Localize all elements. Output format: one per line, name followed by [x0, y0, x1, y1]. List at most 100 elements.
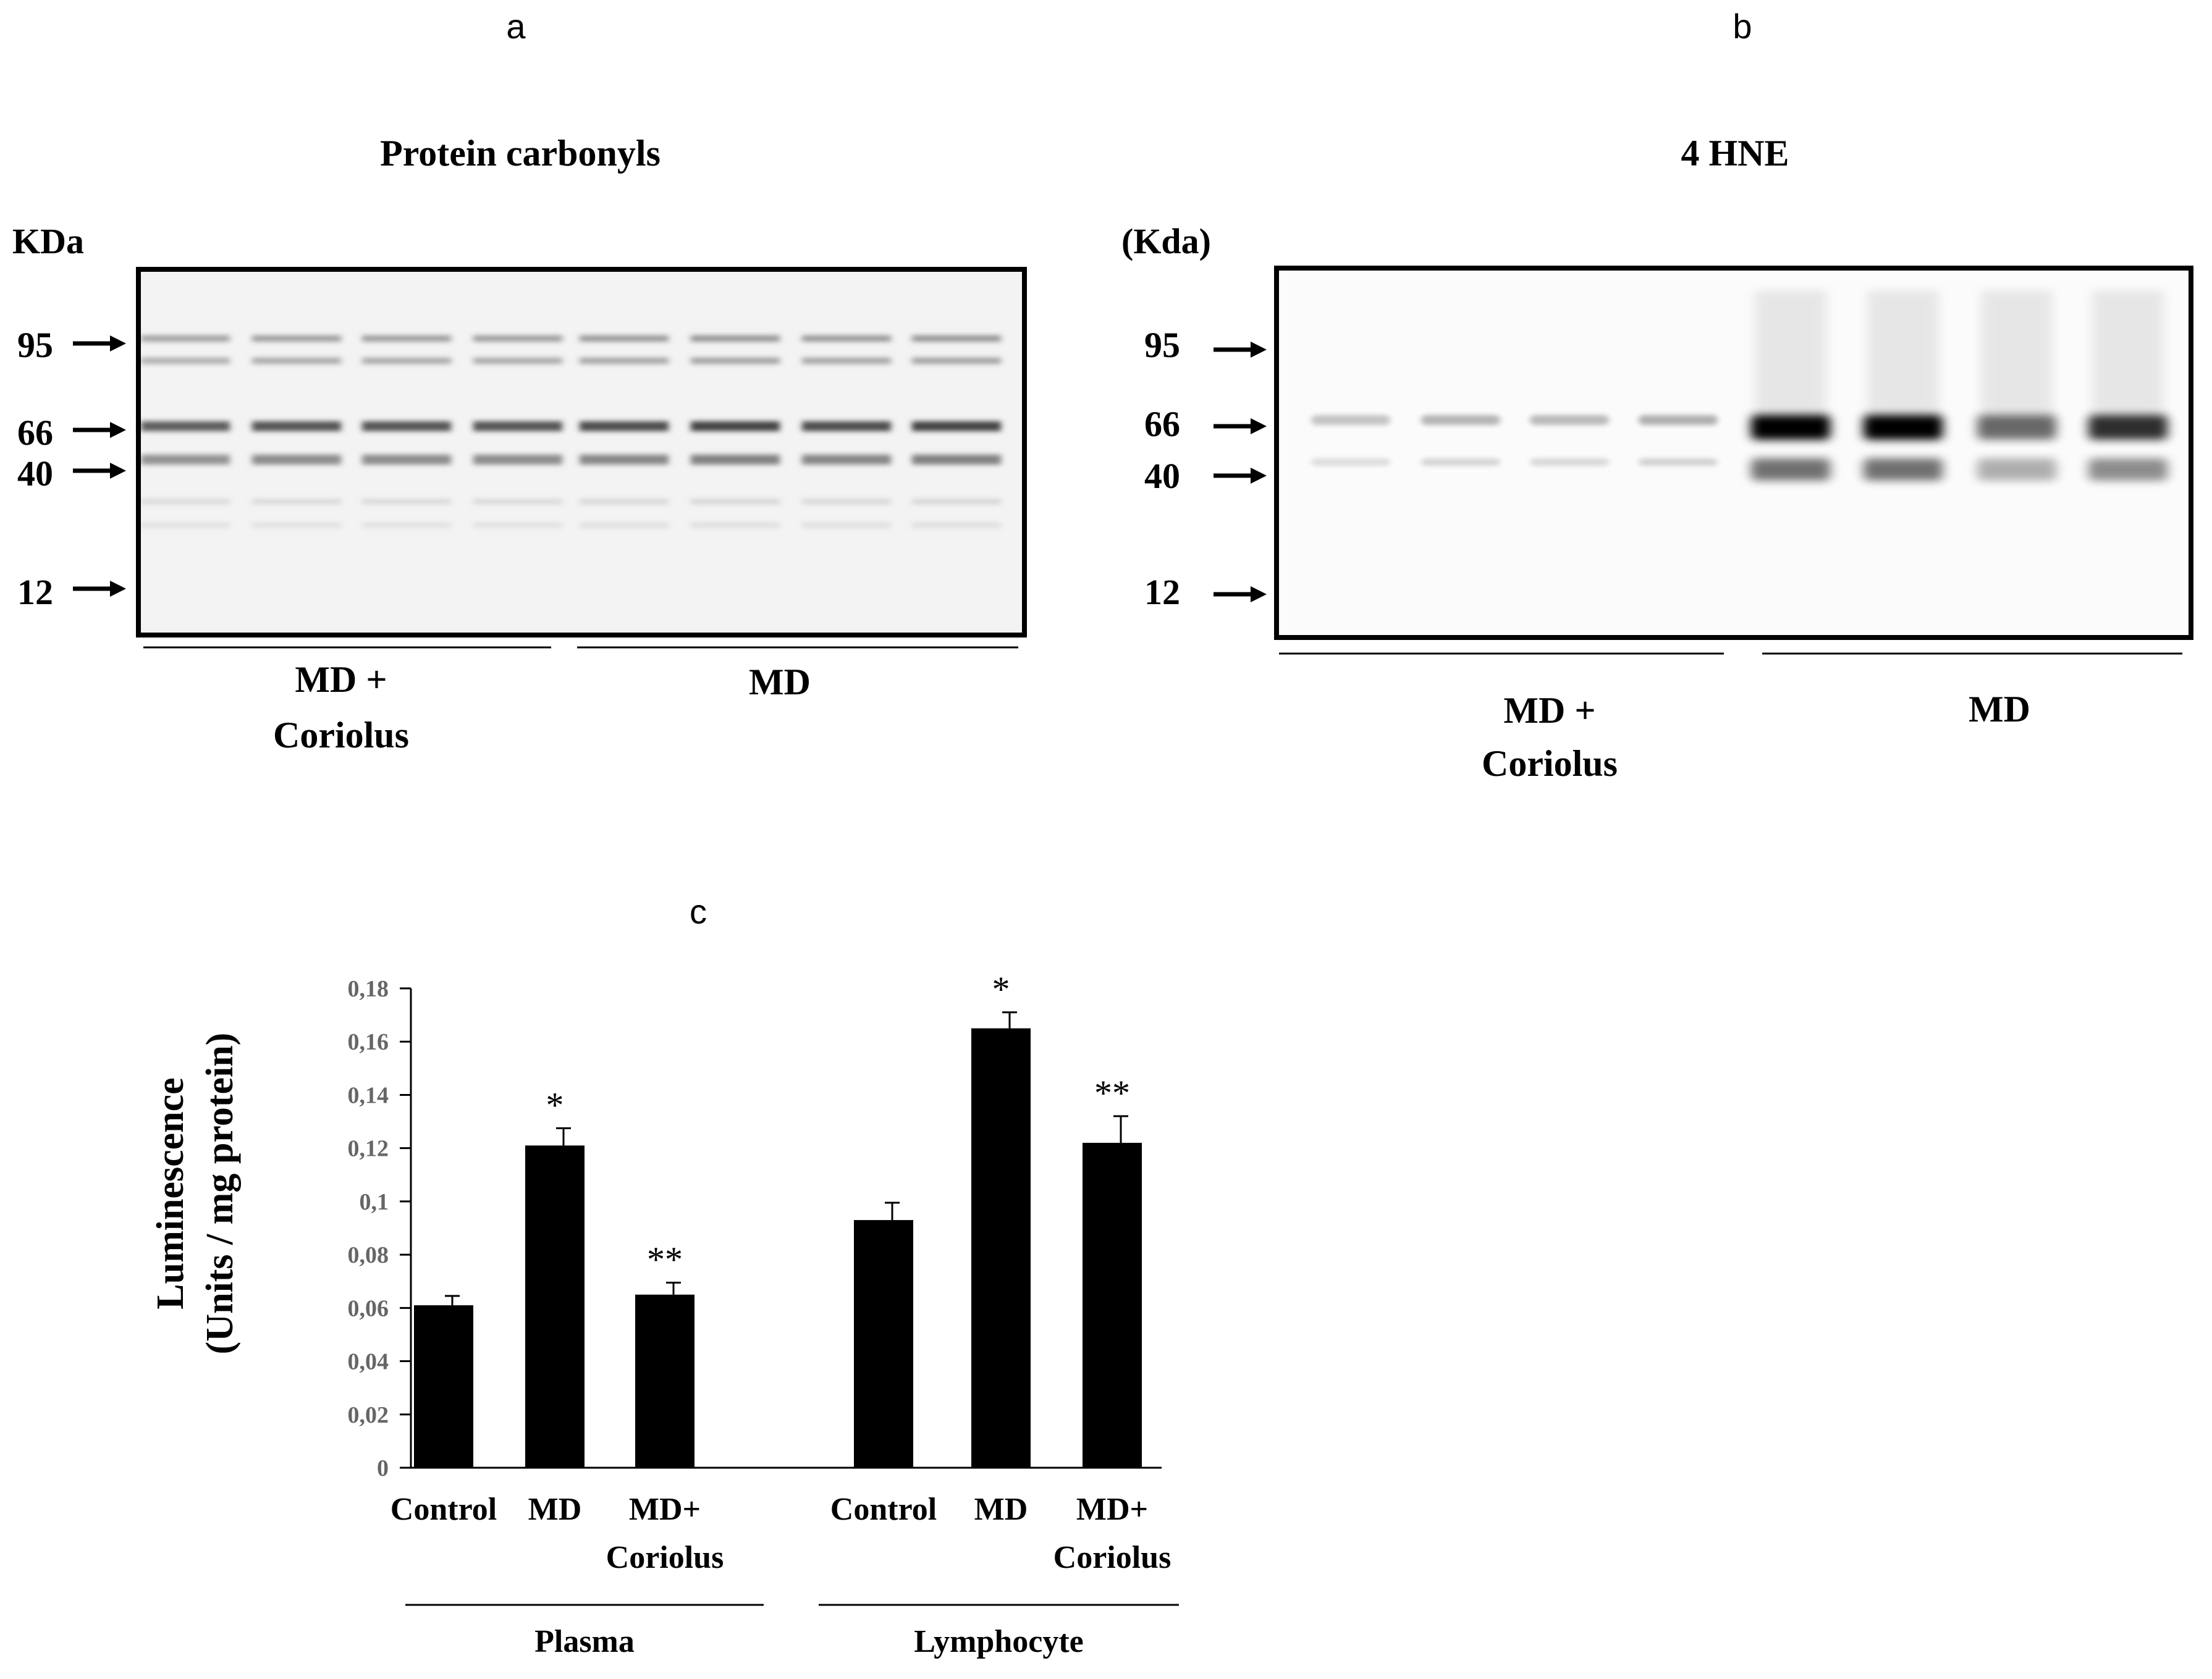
- blot-band: [802, 455, 891, 465]
- panel-a-title: Protein carbonyls: [380, 133, 661, 174]
- marker-label-12: 12: [1144, 572, 1180, 612]
- blot-band: [580, 358, 669, 364]
- blot-band: [141, 421, 230, 431]
- x-category-label: MD: [974, 1492, 1028, 1527]
- group-label-lymphocyte: Lymphocyte: [914, 1624, 1083, 1659]
- blot-smear: [1755, 290, 1826, 432]
- y-tick-label: 0,12: [348, 1136, 389, 1162]
- panel-b-letter: b: [1733, 7, 1752, 46]
- blot-band: [1639, 458, 1718, 466]
- blot-band: [141, 455, 230, 465]
- blot-band: [912, 523, 1001, 528]
- group-label-md: MD: [749, 662, 811, 702]
- blot-band: [362, 358, 451, 364]
- x-category-label: MD+: [629, 1492, 701, 1527]
- panel-a: a Protein carbonyls KDa 95 66 40 12 MD: [12, 7, 1027, 755]
- blot-band: [252, 421, 341, 431]
- marker-label-40: 40: [1144, 456, 1180, 496]
- significance-marker: *: [992, 969, 1010, 1009]
- marker-arrow-40: [1214, 468, 1267, 484]
- bar-chart-plot: [400, 987, 1179, 1606]
- x-category-label-line2: Coriolus: [606, 1540, 724, 1575]
- y-tick-label: 0,02: [348, 1402, 389, 1428]
- blot-band: [1530, 458, 1609, 466]
- blot-band: [2088, 458, 2168, 481]
- marker-label-66: 66: [17, 413, 53, 453]
- blot-band: [141, 523, 230, 528]
- bar-lymphocyte-0: [854, 1220, 913, 1468]
- bar-plasma-1: [525, 1145, 585, 1468]
- blot-band: [691, 499, 780, 504]
- marker-label-95: 95: [17, 325, 53, 365]
- blot-band: [802, 358, 891, 364]
- y-tick-label: 0,04: [348, 1349, 389, 1375]
- blot-band: [912, 335, 1001, 342]
- panel-b-unit: (Kda): [1121, 221, 1211, 261]
- group-label-md-coriolus-line1: MD +: [1503, 690, 1595, 731]
- marker-arrow-12: [73, 581, 126, 597]
- x-category-label: Control: [830, 1492, 937, 1527]
- blot-band: [362, 499, 451, 504]
- panel-a-unit: KDa: [12, 221, 84, 261]
- blot-band: [691, 358, 780, 364]
- blot-band: [691, 455, 780, 465]
- blot-band: [1530, 415, 1609, 425]
- marker-label-66: 66: [1144, 404, 1180, 444]
- blot-band: [1751, 458, 1830, 481]
- blot-band: [141, 499, 230, 504]
- blot-band: [580, 455, 669, 465]
- blot-band: [580, 523, 669, 528]
- bar-lymphocyte-2: [1083, 1143, 1142, 1468]
- blot-image-4hne: [1274, 266, 2193, 640]
- blot-band: [912, 499, 1001, 504]
- blot-band: [1421, 458, 1500, 466]
- blot-band: [1311, 458, 1390, 466]
- y-tick-label: 0: [377, 1455, 389, 1481]
- x-category-label: MD: [528, 1492, 582, 1527]
- blot-band: [141, 335, 230, 342]
- blot-band: [912, 421, 1001, 431]
- x-category-label-line2: Coriolus: [1053, 1540, 1171, 1575]
- bar-plasma-0: [414, 1305, 473, 1468]
- y-axis-title-line2: (Units / mg protein): [199, 1033, 241, 1355]
- group-label-plasma: Plasma: [534, 1624, 635, 1659]
- y-axis-title: Luminescence (Units / mg protein): [150, 1033, 241, 1355]
- panel-b-title: 4 HNE: [1681, 133, 1789, 174]
- blot-band: [473, 523, 562, 528]
- blot-band: [362, 421, 451, 431]
- blot-image-protein-carbonyls: [136, 267, 1027, 638]
- blot-band: [802, 421, 891, 431]
- y-tick-label: 0,06: [348, 1295, 389, 1321]
- y-tick-label: 0,14: [348, 1082, 389, 1108]
- group-label-md: MD: [1969, 689, 2030, 730]
- blot-band: [580, 499, 669, 504]
- blot-band: [580, 335, 669, 342]
- marker-arrow-66: [73, 422, 126, 438]
- marker-arrow-66: [1214, 418, 1267, 434]
- marker-arrow-95: [1214, 342, 1267, 358]
- y-tick-label: 0,1: [360, 1189, 389, 1215]
- y-tick-label: 0,08: [348, 1242, 389, 1268]
- blot-band: [473, 358, 562, 364]
- blot-band: [1421, 415, 1500, 425]
- blot-band: [1639, 415, 1718, 425]
- significance-marker: **: [647, 1239, 683, 1279]
- y-axis-title-line1: Luminescence: [150, 1077, 192, 1309]
- group-label-md-coriolus-line2: Coriolus: [1482, 743, 1618, 784]
- panel-c-letter: c: [690, 892, 707, 931]
- blot-band: [252, 455, 341, 465]
- blot-smear: [2092, 290, 2164, 432]
- blot-band: [802, 523, 891, 528]
- blot-band: [252, 335, 341, 342]
- blot-band: [473, 421, 562, 431]
- blot-band: [473, 335, 562, 342]
- blot-band: [1864, 458, 1943, 481]
- blot-band: [802, 335, 891, 342]
- significance-marker: *: [546, 1085, 564, 1125]
- x-category-label: MD+: [1076, 1492, 1148, 1527]
- blot-band: [1977, 458, 2056, 481]
- blot-smear: [1867, 290, 1939, 432]
- blot-band: [912, 358, 1001, 364]
- significance-marker: **: [1094, 1073, 1130, 1113]
- panel-a-letter: a: [506, 7, 526, 46]
